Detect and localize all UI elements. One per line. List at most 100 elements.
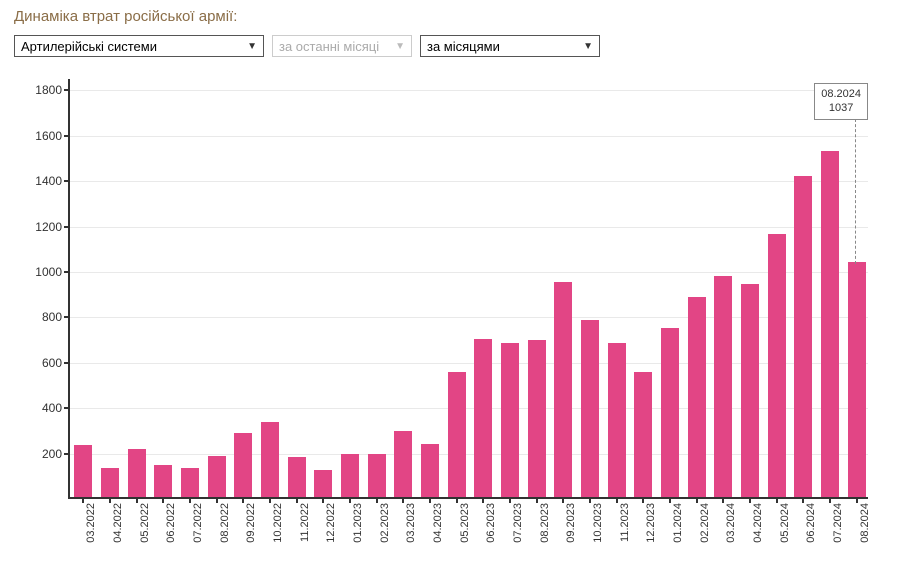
grid-line — [70, 136, 868, 137]
y-axis-label: 1600 — [22, 129, 62, 143]
x-axis-label: 04.2024 — [752, 503, 764, 543]
x-tick — [109, 497, 111, 503]
y-axis-label: 1400 — [22, 174, 62, 188]
x-axis-label: 08.2022 — [219, 503, 231, 543]
x-axis-label: 07.2024 — [832, 503, 844, 543]
x-tick — [136, 497, 138, 503]
bar[interactable] — [421, 444, 439, 497]
chevron-down-icon: ▼ — [395, 41, 405, 52]
y-tick — [64, 226, 70, 228]
category-select-value: Артилерійські системи — [21, 39, 157, 54]
bar[interactable] — [208, 456, 226, 497]
bar[interactable] — [554, 282, 572, 497]
grid-line — [70, 90, 868, 91]
x-tick — [429, 497, 431, 503]
bar[interactable] — [581, 320, 599, 497]
bar[interactable] — [474, 339, 492, 497]
chevron-down-icon: ▼ — [247, 41, 257, 52]
x-tick — [296, 497, 298, 503]
x-axis-label: 05.2023 — [459, 503, 471, 543]
bar[interactable] — [314, 470, 332, 497]
bar[interactable] — [234, 433, 252, 497]
x-axis-label: 11.2023 — [619, 503, 631, 542]
y-tick — [64, 180, 70, 182]
bar[interactable] — [154, 465, 172, 497]
tooltip: 08.20241037 — [814, 83, 868, 120]
bar[interactable] — [261, 422, 279, 497]
bar[interactable] — [74, 445, 92, 497]
bar[interactable] — [101, 468, 119, 498]
x-axis-label: 02.2023 — [379, 503, 391, 543]
bar[interactable] — [821, 151, 839, 497]
grid-line — [70, 272, 868, 273]
bar[interactable] — [688, 297, 706, 497]
x-tick — [269, 497, 271, 503]
bar[interactable] — [448, 372, 466, 497]
bar[interactable] — [181, 468, 199, 498]
x-tick — [536, 497, 538, 503]
x-axis-label: 05.2022 — [139, 503, 151, 543]
x-axis-label: 06.2022 — [165, 503, 177, 543]
bar[interactable] — [288, 457, 306, 497]
x-tick — [776, 497, 778, 503]
x-tick — [376, 497, 378, 503]
y-tick — [64, 453, 70, 455]
period-select-value: за останні місяці — [279, 39, 379, 54]
x-tick — [509, 497, 511, 503]
x-tick — [616, 497, 618, 503]
x-axis-label: 04.2022 — [112, 503, 124, 543]
bar[interactable] — [714, 276, 732, 497]
y-axis-label: 600 — [22, 356, 62, 370]
y-axis-label: 1000 — [22, 265, 62, 279]
x-tick — [749, 497, 751, 503]
y-tick — [64, 316, 70, 318]
y-tick — [64, 135, 70, 137]
chevron-down-icon: ▼ — [583, 41, 593, 52]
grid-line — [70, 181, 868, 182]
bar[interactable] — [368, 454, 386, 497]
tooltip-value: 1037 — [821, 101, 861, 115]
bar[interactable] — [768, 234, 786, 497]
x-axis-label: 03.2024 — [725, 503, 737, 543]
bar[interactable] — [848, 262, 866, 497]
x-tick — [216, 497, 218, 503]
y-axis-label: 1800 — [22, 83, 62, 97]
bar[interactable] — [501, 343, 519, 497]
x-axis-label: 10.2023 — [592, 503, 604, 543]
x-axis-label: 01.2024 — [672, 503, 684, 543]
x-tick — [669, 497, 671, 503]
grouping-select[interactable]: за місяцями ▼ — [420, 35, 600, 57]
x-tick — [349, 497, 351, 503]
x-axis-label: 12.2023 — [645, 503, 657, 543]
x-axis-label: 07.2023 — [512, 503, 524, 543]
x-tick — [589, 497, 591, 503]
y-tick — [64, 362, 70, 364]
bar[interactable] — [128, 449, 146, 497]
grouping-select-value: за місяцями — [427, 39, 500, 54]
y-axis-label: 1200 — [22, 220, 62, 234]
controls-row: Артилерійські системи ▼ за останні місяц… — [14, 35, 883, 57]
bar[interactable] — [341, 454, 359, 497]
bar[interactable] — [741, 284, 759, 497]
chart-area: 2004006008001000120014001600180003.20220… — [14, 75, 874, 565]
x-axis-label: 08.2024 — [859, 503, 871, 543]
x-axis-label: 07.2022 — [192, 503, 204, 543]
x-axis-label: 11.2022 — [299, 503, 311, 542]
y-axis-label: 200 — [22, 447, 62, 461]
bar[interactable] — [528, 340, 546, 497]
tooltip-label: 08.2024 — [821, 87, 861, 101]
x-axis-label: 12.2022 — [325, 503, 337, 543]
bar[interactable] — [794, 176, 812, 497]
y-axis-label: 800 — [22, 310, 62, 324]
x-axis-label: 09.2022 — [245, 503, 257, 543]
x-axis-label: 02.2024 — [699, 503, 711, 543]
grid-line — [70, 227, 868, 228]
category-select[interactable]: Артилерійські системи ▼ — [14, 35, 264, 57]
bar[interactable] — [394, 431, 412, 497]
bar[interactable] — [634, 372, 652, 497]
x-tick — [856, 497, 858, 503]
x-axis-label: 10.2022 — [272, 503, 284, 543]
bar[interactable] — [661, 328, 679, 497]
bar[interactable] — [608, 343, 626, 497]
x-tick — [829, 497, 831, 503]
